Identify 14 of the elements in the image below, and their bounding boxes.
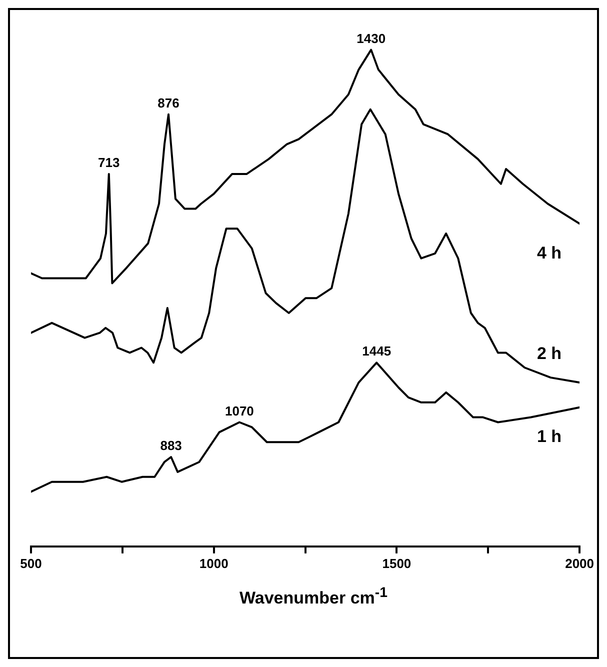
x-tick-label: 1000 (199, 556, 228, 571)
x-axis-title: Wavenumber cm$^{-1}$ (238, 585, 388, 609)
series-label: 4 h (536, 243, 562, 262)
annotation: 1070 (224, 403, 254, 418)
x-tick-label: 2000 (565, 556, 594, 571)
annotation: 713 (98, 155, 120, 170)
annotation: 1430 (356, 30, 386, 46)
series-label: 1 h (536, 427, 562, 446)
series-label: 2 h (536, 344, 562, 364)
x-tick-label: 1500 (382, 556, 412, 571)
x-tick-label: 500 (20, 556, 42, 571)
annotation: 876 (158, 95, 180, 110)
annotation: 883 (160, 438, 182, 454)
annotation: 1445 (362, 344, 392, 359)
